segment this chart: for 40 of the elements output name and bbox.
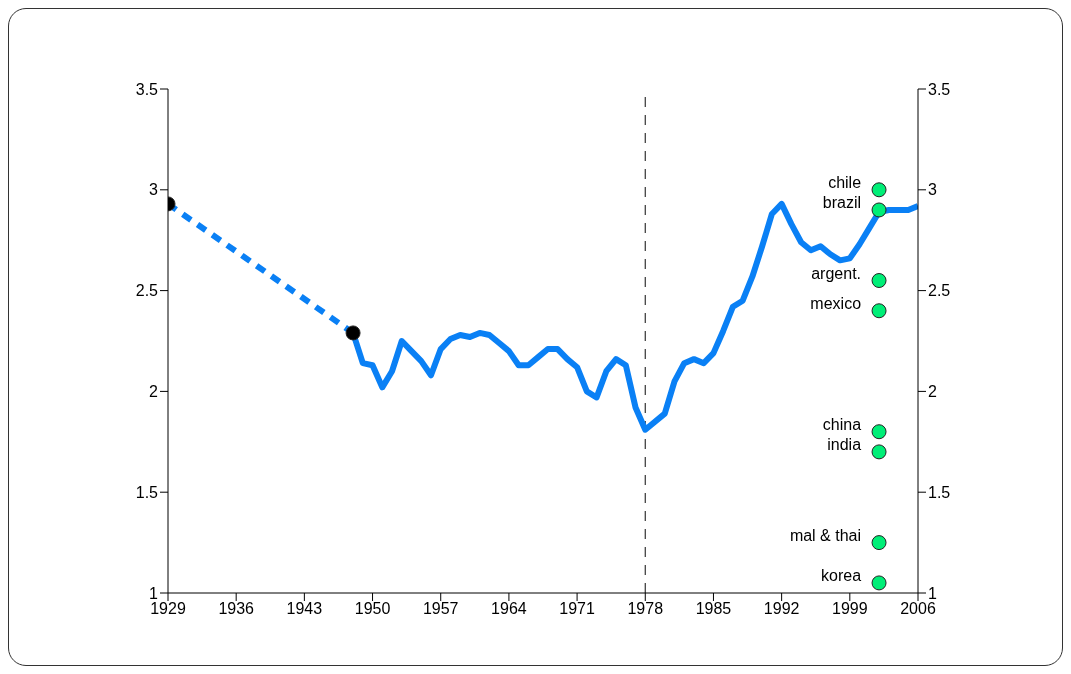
x-tick-label: 1992 — [763, 600, 800, 618]
point — [871, 202, 887, 218]
y-tick-label: 1.5 — [135, 483, 159, 501]
point — [871, 303, 887, 319]
y-tick-label: 3.5 — [135, 80, 159, 98]
point — [871, 424, 887, 440]
y2-tick-label: 3.5 — [928, 80, 951, 98]
x-tick-label: 1950 — [354, 600, 391, 618]
series-label: brazil — [822, 193, 862, 211]
x-tick-label: 1978 — [627, 600, 664, 618]
y2-tick-label: 3 — [928, 181, 937, 199]
point — [871, 182, 887, 198]
series-label: india — [827, 435, 862, 453]
series-label: china — [822, 415, 862, 433]
point — [871, 535, 887, 551]
x-tick-label: 1964 — [491, 600, 527, 618]
point — [871, 444, 887, 460]
x-tick-label: 1936 — [218, 600, 255, 618]
x-tick-label: 1957 — [422, 600, 459, 618]
y2-tick-label: 1.5 — [928, 483, 951, 501]
y2-tick-label: 2 — [928, 383, 937, 401]
series-label: chile — [828, 173, 862, 191]
x-tick-label: 1929 — [150, 600, 186, 618]
y2-tick-label: 2.5 — [928, 282, 951, 300]
point — [871, 575, 887, 591]
x-tick-label: 1943 — [286, 600, 323, 618]
series-label: mal & thai — [789, 526, 862, 544]
series-label: argent. — [811, 264, 862, 282]
x-tick-label: 1985 — [695, 600, 732, 618]
y-tick-label: 1 — [149, 584, 159, 602]
y2-tick-label: 1 — [928, 584, 937, 602]
x-tick-label: 1999 — [832, 600, 868, 618]
x-tick-label: 1971 — [559, 600, 595, 618]
series-label: korea — [821, 566, 862, 584]
y-tick-label: 3 — [149, 181, 159, 199]
point — [871, 273, 887, 289]
y-tick-label: 2.5 — [135, 282, 159, 300]
y-tick-label: 2 — [149, 383, 159, 401]
x-tick-label: 2006 — [900, 600, 936, 618]
series-label: mexico — [810, 294, 862, 312]
